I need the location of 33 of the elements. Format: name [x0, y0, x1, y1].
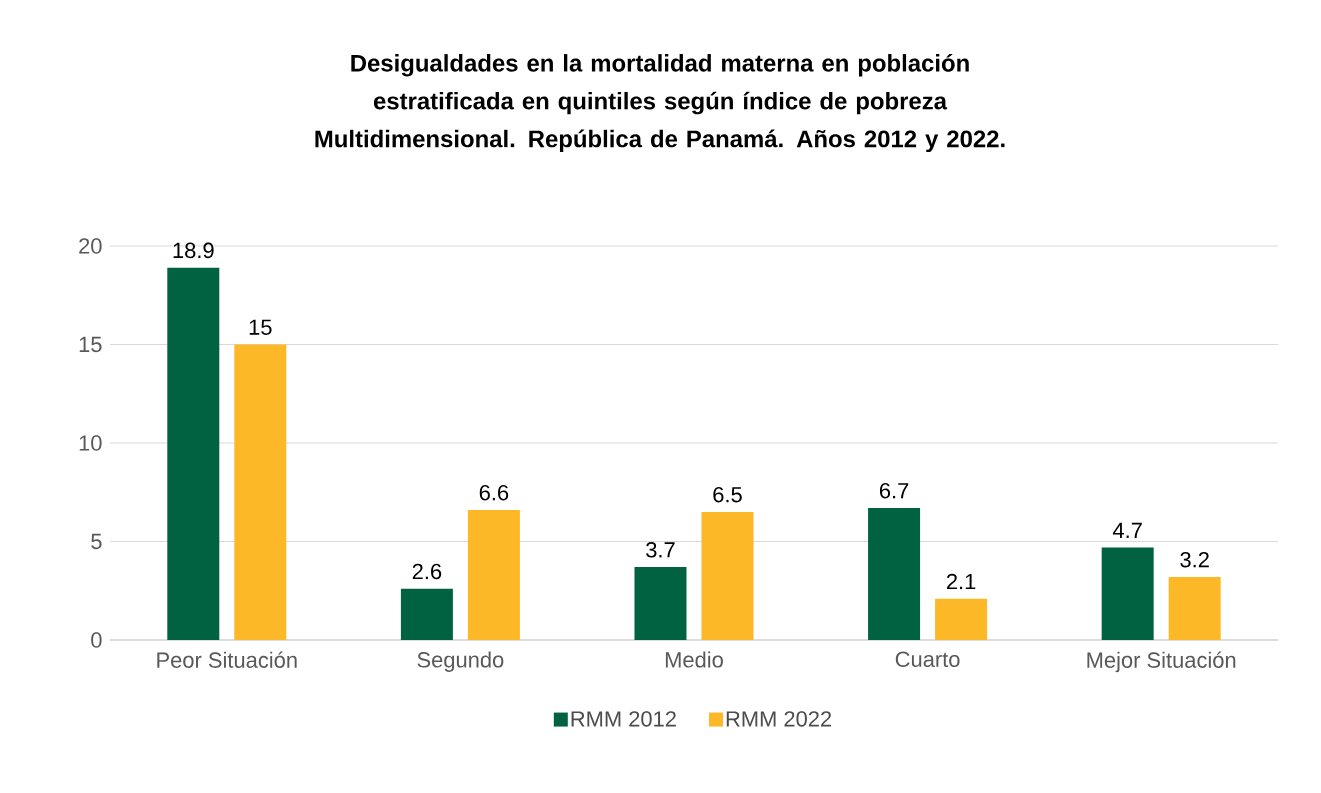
bar — [868, 508, 921, 640]
data-label: 18.9 — [173, 242, 214, 259]
data-label: 6.5 — [713, 486, 742, 503]
x-tick-label: Medio — [665, 651, 723, 668]
bar — [1168, 576, 1221, 640]
bar — [634, 567, 687, 640]
bar — [1101, 547, 1154, 640]
data-label: 3.7 — [646, 542, 675, 558]
y-tick-label: 0 — [91, 632, 102, 648]
chart-title: Desigualdades en la mortalidad materna en población estratificada en quintiles según índice de pobreza Multidimensional. República de Panamá. Años 2012 y 2022. — [315, 53, 1005, 153]
y-tick-label: 5 — [91, 533, 102, 550]
x-tick-label: Cuarto — [895, 651, 960, 668]
bar — [234, 344, 287, 640]
data-label: 6.7 — [879, 482, 909, 499]
bar — [167, 267, 220, 640]
x-tick-label: Mejor Situación — [1087, 651, 1236, 673]
data-label: 2.6 — [412, 563, 442, 580]
data-label: 15 — [249, 319, 272, 335]
bar — [467, 509, 520, 640]
data-label: 6.6 — [479, 484, 509, 501]
bar — [935, 598, 988, 640]
y-tick-label: 20 — [79, 238, 102, 254]
x-tick-label: Segundo — [417, 651, 504, 672]
bar — [701, 511, 754, 640]
y-tick-label: 10 — [79, 435, 102, 451]
data-label: 4.7 — [1112, 522, 1142, 538]
y-tick-label: 15 — [79, 336, 102, 353]
data-label: 3.2 — [1180, 551, 1209, 568]
x-tick-label: Peor Situación — [157, 651, 297, 668]
legend-label: RMM 2022 — [726, 711, 832, 727]
bar — [400, 588, 453, 640]
legend-label: RMM 2012 — [571, 711, 676, 727]
data-label: 2.1 — [946, 573, 976, 590]
